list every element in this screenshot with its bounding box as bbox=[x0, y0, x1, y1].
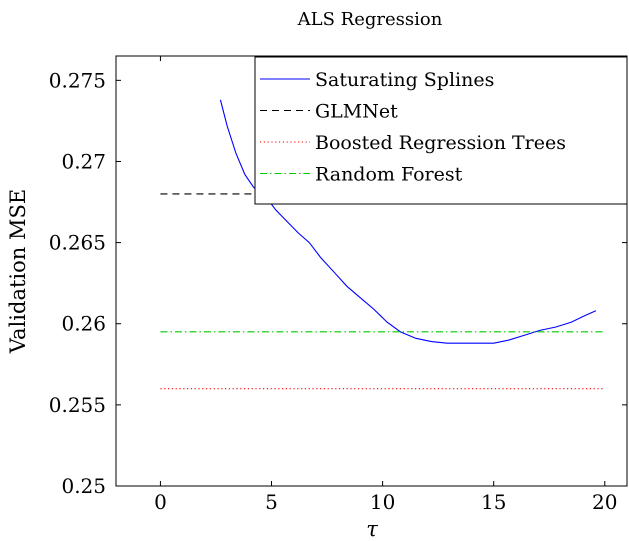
legend-label: Saturating Splines bbox=[315, 69, 494, 91]
y-tick-label: 0.255 bbox=[49, 393, 106, 417]
y-tick-label: 0.275 bbox=[49, 68, 106, 92]
legend-label: GLMNet bbox=[315, 101, 398, 123]
y-tick-label: 0.26 bbox=[61, 312, 106, 336]
plot-area-frame bbox=[115, 55, 628, 487]
y-tick-label: 0.265 bbox=[49, 231, 106, 255]
x-tick-label: 20 bbox=[592, 490, 617, 514]
legend-box bbox=[254, 56, 628, 205]
y-tick-label: 0.25 bbox=[61, 474, 106, 498]
y-axis-label: Validation MSE bbox=[6, 189, 30, 354]
x-tick-label: 10 bbox=[370, 490, 395, 514]
legend: Saturating Splines GLMNet Boosted Regressi… bbox=[254, 56, 628, 205]
x-tick-label: 5 bbox=[265, 490, 278, 514]
legend-label: Random Forest bbox=[315, 164, 463, 186]
chart-title: ALS Regression bbox=[297, 9, 443, 30]
legend-label: Boosted Regression Trees bbox=[315, 132, 566, 154]
x-tick-label: 15 bbox=[481, 490, 506, 514]
x-tick-label: 0 bbox=[154, 490, 167, 514]
y-tick-label: 0.27 bbox=[61, 149, 106, 173]
x-axis-label: τ bbox=[366, 517, 378, 541]
